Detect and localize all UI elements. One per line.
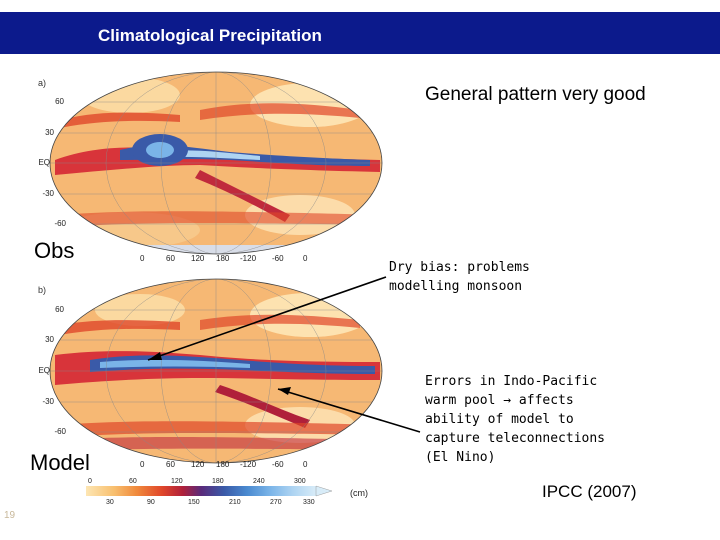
colorbar-tick: 90 [147,499,155,506]
colorbar-tick: 270 [270,499,282,506]
lat-label: EQ [38,158,50,167]
lon-label: 0 [140,254,145,263]
errors-arrow [277,388,421,433]
lon-label: -60 [272,254,284,263]
lon-label: 0 [303,460,308,469]
errors-arrowhead [278,387,291,395]
colorbar-tick: 150 [188,499,200,506]
lat-label: 60 [55,97,64,106]
heading-general-pattern: General pattern very good [425,84,646,105]
lon-label: 60 [166,460,175,469]
lon-label: -120 [240,254,257,263]
lat-label: -30 [42,189,54,198]
title-bar: Climatological Precipitation [0,12,720,54]
lat-label: -60 [54,219,66,228]
colorbar-tick: 210 [229,499,241,506]
errors-line: (El Nino) [425,450,496,465]
colorbar [86,486,316,496]
panel-a-letter: a) [38,78,47,88]
colorbar-unit: (cm) [350,488,368,498]
lon-label: -120 [240,460,257,469]
lon-label: 60 [166,254,175,263]
lon-label: 0 [140,460,145,469]
lon-label: -60 [272,460,284,469]
colorbar-tick: 330 [303,499,315,506]
errors-line: Errors in Indo-Pacific [425,374,598,389]
colorbar-tick: 30 [106,499,114,506]
dry-bias-arrow [147,276,387,361]
colorbar-tick: 240 [253,478,265,485]
citation: IPCC (2007) [542,482,637,501]
lon-label: 180 [216,460,230,469]
errors-line: capture teleconnections [425,431,606,446]
slide-title: Climatological Precipitation [98,26,322,45]
panel-b-letter: b) [38,285,47,295]
errors-note: Errors in Indo-Pacific warm pool → affec… [425,372,605,467]
obs-label: Obs [34,238,75,263]
lat-label: -30 [42,397,54,406]
dry-bias-arrowhead [148,352,162,360]
colorbar-tick: 60 [129,478,137,485]
dry-bias-line: Dry bias: problems [389,260,530,275]
lat-label: 30 [45,128,54,137]
page-number: 19 [4,510,16,521]
lat-label: EQ [38,366,50,375]
errors-line: ability of model to [425,412,574,427]
colorbar-tick: 180 [212,478,224,485]
lat-label: 30 [45,335,54,344]
colorbar-tick: 0 [88,478,92,485]
lon-label: 180 [216,254,230,263]
colorbar-arrow [315,485,333,497]
lat-label: 60 [55,305,64,314]
colorbar-tick: 300 [294,478,306,485]
errors-line: warm pool → affects [425,393,574,408]
lat-label: -60 [54,427,66,436]
lon-label: 120 [191,254,205,263]
lon-label: 120 [191,460,205,469]
dry-bias-note: Dry bias: problems modelling monsoon [389,258,530,296]
lon-label: 0 [303,254,308,263]
dry-bias-line: modelling monsoon [389,279,523,294]
model-label: Model [30,450,90,475]
colorbar-tick: 120 [171,478,183,485]
